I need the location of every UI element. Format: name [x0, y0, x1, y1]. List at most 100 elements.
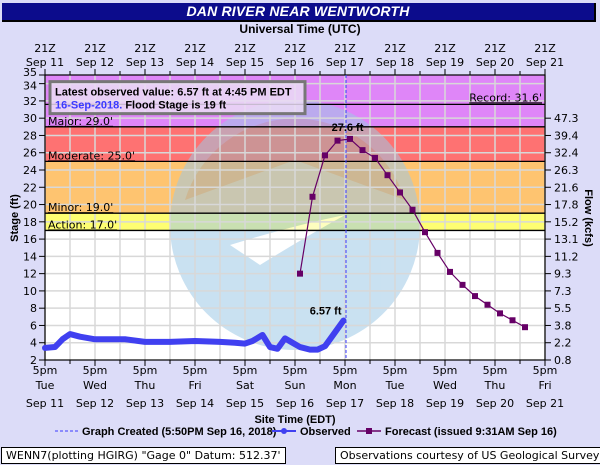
bottom-tick-day: Wed [83, 379, 107, 392]
action-label: Action: 17.0' [48, 218, 117, 231]
top-tick-date: Sep 12 [76, 56, 114, 69]
right-axis-title: Flow (kcfs) [582, 189, 594, 247]
minor-label: Minor: 19.0' [48, 201, 113, 214]
y-tick-label: 26 [23, 147, 37, 160]
forecast-point [397, 189, 403, 196]
top-tick-date: Sep 11 [26, 56, 64, 69]
top-tick-date: Sep 19 [426, 56, 464, 69]
info-flood-line: 16-Sep-2018. Flood Stage is 19 ft [55, 100, 227, 112]
bottom-tick-time: 5pm [533, 364, 558, 377]
legend-forecast-marker [366, 428, 372, 434]
forecast-point [309, 193, 316, 200]
y2-tick-label: 3.8 [554, 319, 572, 332]
forecast-point [434, 249, 441, 256]
bottom-tick-day: Sun [285, 379, 306, 392]
bottom-tick-day: Tue [385, 379, 405, 392]
y2-tick-label: 15.2 [554, 216, 579, 229]
top-axis-title: Universal Time (UTC) [239, 22, 361, 36]
latest-value-label: 6.57 ft [310, 306, 342, 318]
forecast-point [447, 268, 453, 275]
top-tick-date: Sep 20 [476, 56, 514, 69]
top-tick-date: Sep 17 [326, 56, 364, 69]
y2-tick-label: 47.3 [554, 112, 579, 125]
top-tick-time: 21Z [284, 42, 306, 55]
top-tick-date: Sep 21 [526, 56, 564, 69]
y-tick-label: 10 [23, 285, 37, 298]
peak-label: 27.6 ft [332, 122, 364, 134]
forecast-point [359, 147, 366, 154]
y2-tick-label: 32.4 [554, 147, 579, 160]
bottom-tick-time: 5pm [483, 364, 508, 377]
top-tick-time: 21Z [184, 42, 206, 55]
moderate-label: Moderate: 25.0' [48, 149, 135, 162]
top-tick-date: Sep 15 [226, 56, 264, 69]
bottom-tick-date: Sep 17 [326, 397, 364, 410]
forecast-point [334, 137, 341, 144]
top-tick-date: Sep 16 [276, 56, 314, 69]
y2-tick-label: 0.8 [554, 354, 572, 367]
forecast-point [422, 229, 428, 236]
bottom-tick-time: 5pm [83, 364, 108, 377]
y2-tick-label: 9.3 [554, 268, 572, 281]
top-tick-time: 21Z [134, 42, 156, 55]
y2-tick-label: 5.5 [554, 302, 572, 315]
forecast-point [522, 324, 528, 331]
y2-tick-label: 11.2 [554, 250, 579, 263]
y-tick-label: 24 [23, 164, 37, 177]
bottom-tick-day: Wed [433, 379, 457, 392]
bottom-tick-time: 5pm [433, 364, 458, 377]
forecast-point [484, 301, 491, 308]
bottom-tick-date: Sep 20 [476, 397, 514, 410]
bottom-tick-time: 5pm [383, 364, 408, 377]
y-tick-label: 18 [23, 216, 37, 229]
y-tick-label: 34 [23, 80, 37, 93]
y2-tick-label: 26.3 [554, 164, 579, 177]
top-tick-time: 21Z [234, 42, 256, 55]
legend-graph-created: Graph Created (5:50PM Sep 16, 2018) [82, 426, 277, 438]
left-axis-title: Stage (ft) [9, 194, 21, 242]
legend-observed: Observed [300, 426, 351, 438]
bottom-tick-time: 5pm [183, 364, 208, 377]
forecast-point [509, 317, 516, 324]
bottom-tick-date: Sep 11 [26, 397, 64, 410]
bottom-tick-day: Thu [134, 379, 156, 392]
forecast-point [347, 135, 353, 142]
y-tick-label: 16 [23, 233, 37, 246]
y-tick-label: 8 [30, 302, 37, 315]
observed-line [42, 317, 347, 353]
bottom-tick-date: Sep 14 [176, 397, 214, 410]
bottom-tick-date: Sep 13 [126, 397, 164, 410]
top-tick-time: 21Z [34, 42, 56, 55]
y-tick-label: 14 [23, 250, 37, 263]
y-tick-label: 4 [30, 337, 37, 350]
y2-tick-label: 21.6 [554, 181, 579, 194]
bottom-tick-time: 5pm [283, 364, 308, 377]
bottom-tick-date: Sep 19 [426, 397, 464, 410]
y-tick-label: 22 [23, 181, 37, 194]
y-tick-label: 2 [30, 354, 37, 367]
y2-tick-label: 2.2 [554, 337, 572, 350]
top-tick-date: Sep 18 [376, 56, 414, 69]
forecast-point [322, 152, 328, 159]
forecast-point [472, 293, 478, 300]
y-tick-label: 32 [23, 95, 37, 108]
bottom-tick-date: Sep 21 [526, 397, 564, 410]
top-tick-time: 21Z [484, 42, 506, 55]
y2-tick-label: 13.1 [554, 233, 579, 246]
top-tick-date: Sep 14 [176, 56, 214, 69]
info-box [48, 80, 307, 116]
credit-note: Observations courtesy of US Geological S… [335, 447, 600, 464]
bottom-tick-time: 5pm [133, 364, 158, 377]
bottom-tick-date: Sep 16 [276, 397, 314, 410]
legend-observed-marker [281, 428, 287, 434]
y-tick-label: 30 [23, 112, 37, 125]
info-latest-line: Latest observed value: 6.57 ft at 4:45 P… [55, 87, 292, 99]
bottom-tick-day: Fri [538, 379, 551, 392]
bottom-tick-day: Mon [333, 379, 356, 392]
legend-forecast: Forecast (issued 9:31AM Sep 16) [385, 426, 557, 438]
bottom-tick-day: Thu [484, 379, 506, 392]
top-tick-time: 21Z [534, 42, 556, 55]
bottom-tick-time: 5pm [33, 364, 58, 377]
y-tick-label: 35 [23, 66, 37, 79]
